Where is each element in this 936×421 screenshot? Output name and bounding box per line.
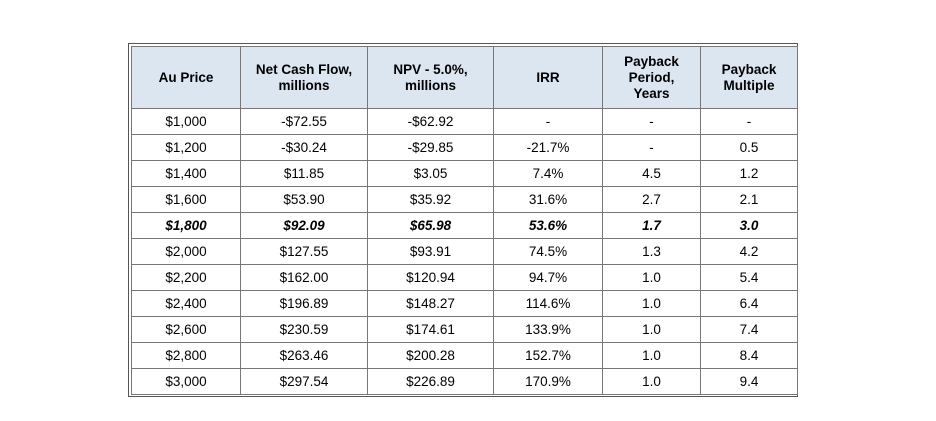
header-line: millions	[278, 77, 330, 93]
header-net-cash-flow: Net Cash Flow, millions	[240, 46, 368, 109]
cell-irr: 94.7%	[493, 264, 603, 291]
cell-payback-period: 2.7	[602, 186, 701, 213]
table-header: Au Price Net Cash Flow, millions NPV - 5.0%…	[131, 46, 798, 109]
cell-au-price: $1,000	[131, 108, 241, 135]
cell-au-price: $1,400	[131, 160, 241, 187]
cell-npv: $200.28	[367, 342, 494, 369]
cell-au-price: $2,800	[131, 342, 241, 369]
cell-npv: -$62.92	[367, 108, 494, 135]
header-line: Payback	[624, 53, 679, 69]
cell-payback-period: -	[602, 108, 701, 135]
table-row: $2,400 $196.89 $148.27 114.6% 1.0 6.4	[131, 290, 798, 317]
table-row: $1,800 $92.09 $65.98 53.6% 1.7 3.0	[131, 212, 798, 239]
header-irr: IRR	[493, 46, 603, 109]
header-line: millions	[404, 77, 456, 93]
cell-net-cash-flow: -$30.24	[240, 134, 368, 161]
header-au-price: Au Price	[131, 46, 241, 109]
cell-au-price: $2,400	[131, 290, 241, 317]
cell-net-cash-flow: $53.90	[240, 186, 368, 213]
cell-npv: $174.61	[367, 316, 494, 343]
table-row: $1,000 -$72.55 -$62.92- - -	[131, 108, 798, 135]
cell-payback-period: 1.0	[602, 264, 701, 291]
cell-payback-period: 1.3	[602, 238, 701, 265]
table-row: $1,600 $53.90 $35.92 31.6% 2.7 2.1	[131, 186, 798, 213]
table-row: $2,000 $127.55 $93.91 74.5% 1.3 4.2	[131, 238, 798, 265]
table-row: $2,800 $263.46 $200.28 152.7% 1.0 8.4	[131, 342, 798, 369]
cell-au-price: $1,600	[131, 186, 241, 213]
cell-payback-multiple: 0.5	[700, 134, 798, 161]
cell-net-cash-flow: $127.55	[240, 238, 368, 265]
cell-au-price: $2,200	[131, 264, 241, 291]
cell-net-cash-flow: $230.59	[240, 316, 368, 343]
cell-au-price: $3,000	[131, 368, 241, 395]
header-line: Years	[633, 85, 670, 101]
cell-irr: 74.5%	[493, 238, 603, 265]
table-row: $2,200 $162.00 $120.94 94.7% 1.0 5.4	[131, 264, 798, 291]
cell-payback-multiple: 1.2	[700, 160, 798, 187]
cell-irr: -	[493, 108, 603, 135]
header-line: IRR	[536, 69, 560, 85]
cell-payback-multiple: 5.4	[700, 264, 798, 291]
cell-au-price: $1,800	[131, 212, 241, 239]
cell-irr: 133.9%	[493, 316, 603, 343]
header-npv: NPV - 5.0%, millions	[367, 46, 494, 109]
cell-payback-multiple: -	[700, 108, 798, 135]
cell-irr: 152.7%	[493, 342, 603, 369]
header-row: Au Price Net Cash Flow, millions NPV - 5.0%…	[131, 46, 798, 109]
cell-npv: $3.05	[367, 160, 494, 187]
cell-net-cash-flow: $11.85	[240, 160, 368, 187]
cell-net-cash-flow: -$72.55	[240, 108, 368, 135]
cell-irr: 7.4%	[493, 160, 603, 187]
cell-payback-multiple: 7.4	[700, 316, 798, 343]
cell-irr: 31.6%	[493, 186, 603, 213]
cell-npv: $120.94	[367, 264, 494, 291]
cell-npv: -$29.85	[367, 134, 494, 161]
cell-payback-multiple: 9.4	[700, 368, 798, 395]
table-body: $1,000 -$72.55 -$62.92- - - $1,200 -$30.24 -$29…	[131, 108, 798, 395]
cell-irr: 170.9%	[493, 368, 603, 395]
cell-au-price: $2,000	[131, 238, 241, 265]
cell-payback-multiple: 2.1	[700, 186, 798, 213]
cell-payback-period: 1.0	[602, 290, 701, 317]
cell-npv: $93.91	[367, 238, 494, 265]
sensitivity-table: Au Price Net Cash Flow, millions NPV - 5.0%…	[131, 46, 798, 395]
cell-npv: $35.92	[367, 186, 494, 213]
cell-au-price: $1,200	[131, 134, 241, 161]
cell-irr: 53.6%	[493, 212, 603, 239]
cell-payback-multiple: 4.2	[700, 238, 798, 265]
cell-payback-multiple: 6.4	[700, 290, 798, 317]
cell-net-cash-flow: $162.00	[240, 264, 368, 291]
cell-npv: $148.27	[367, 290, 494, 317]
sensitivity-table-frame: Au Price Net Cash Flow, millions NPV - 5.0%…	[128, 43, 798, 397]
header-payback-period: Payback Period, Years	[602, 46, 701, 109]
cell-npv: $226.89	[367, 368, 494, 395]
header-line: Period,	[628, 69, 675, 85]
cell-irr: -21.7%	[493, 134, 603, 161]
cell-net-cash-flow: $196.89	[240, 290, 368, 317]
cell-net-cash-flow: $297.54	[240, 368, 368, 395]
header-line: Payback	[721, 61, 777, 77]
cell-payback-period: 1.0	[602, 316, 701, 343]
table-row: $1,400 $11.85 $3.05 7.4% 4.5 1.2	[131, 160, 798, 187]
cell-net-cash-flow: $263.46	[240, 342, 368, 369]
cell-payback-multiple: 8.4	[700, 342, 798, 369]
header-line: NPV - 5.0%,	[393, 61, 468, 77]
cell-payback-period: 1.0	[602, 368, 701, 395]
cell-payback-period: 1.0	[602, 342, 701, 369]
cell-au-price: $2,600	[131, 316, 241, 343]
table-row: $2,600 $230.59 $174.61 133.9% 1.0 7.4	[131, 316, 798, 343]
header-payback-multiple: Payback Multiple	[700, 46, 798, 109]
cell-npv: $65.98	[367, 212, 494, 239]
header-line: Net Cash Flow,	[255, 61, 353, 77]
cell-payback-period: 1.7	[602, 212, 701, 239]
table-row: $3,000 $297.54 $226.89 170.9% 1.0 9.4	[131, 368, 798, 395]
header-line: Multiple	[723, 77, 775, 93]
cell-net-cash-flow: $92.09	[240, 212, 368, 239]
table-row: $1,200 -$30.24 -$29.85 -21.7% -0.5	[131, 134, 798, 161]
cell-payback-period: -	[602, 134, 701, 161]
cell-payback-period: 4.5	[602, 160, 701, 187]
header-line: Au Price	[158, 69, 214, 85]
cell-payback-multiple: 3.0	[700, 212, 798, 239]
cell-irr: 114.6%	[493, 290, 603, 317]
